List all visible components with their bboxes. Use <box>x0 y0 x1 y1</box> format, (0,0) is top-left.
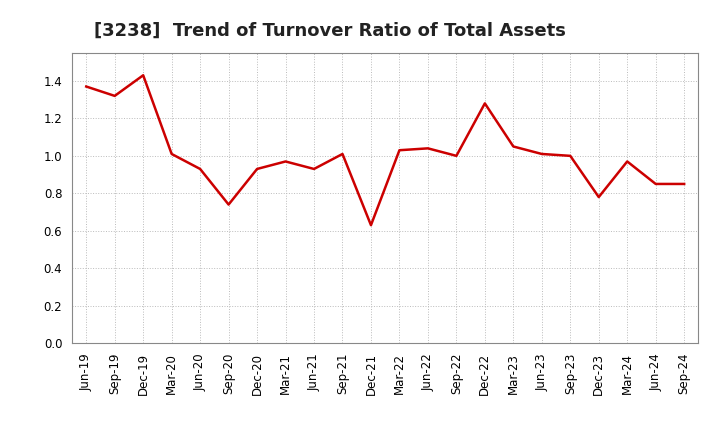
Text: [3238]  Trend of Turnover Ratio of Total Assets: [3238] Trend of Turnover Ratio of Total … <box>94 22 565 40</box>
